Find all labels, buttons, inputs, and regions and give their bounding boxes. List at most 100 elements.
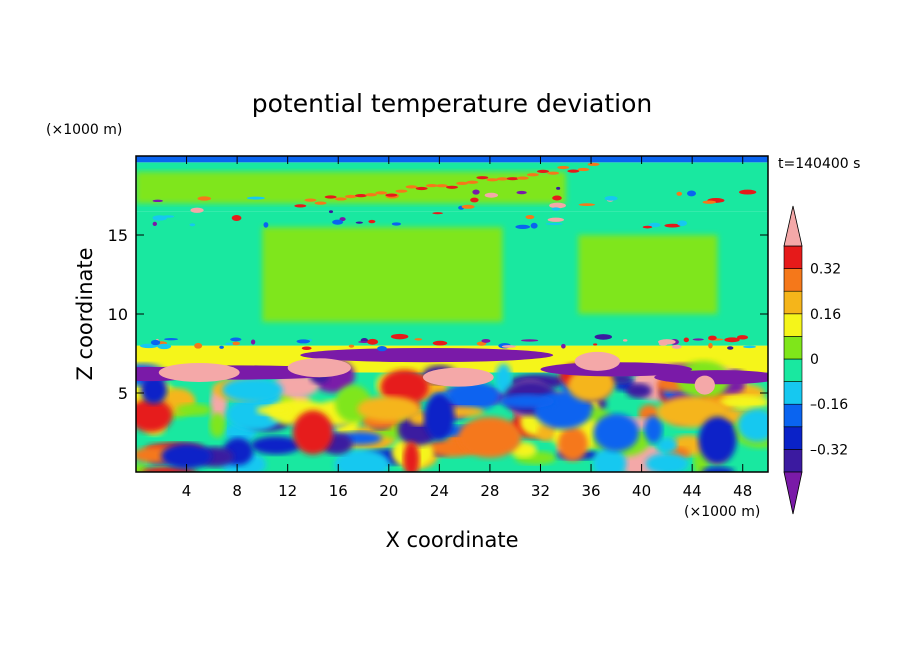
x-tick-label: 16 xyxy=(329,482,348,500)
field-blob xyxy=(328,210,334,214)
field-blob xyxy=(593,413,640,452)
field-blob xyxy=(164,338,178,341)
field-blob xyxy=(348,344,355,348)
colorbar-segment xyxy=(783,449,803,473)
field-blob xyxy=(246,196,265,200)
colorbar-segment xyxy=(783,403,803,428)
field-blob xyxy=(273,373,320,398)
field-blob xyxy=(256,405,292,416)
field-blob xyxy=(458,416,522,458)
field-blob xyxy=(367,338,379,345)
field-blob xyxy=(222,377,283,403)
field-blob xyxy=(484,192,499,198)
field-blob xyxy=(537,169,550,173)
colorbar-tick-label: –0.16 xyxy=(810,397,848,413)
field-blob xyxy=(537,423,555,442)
field-blob xyxy=(466,180,479,184)
field-blob xyxy=(447,381,500,411)
field-blob xyxy=(424,393,455,441)
field-blob xyxy=(358,340,370,343)
x-axis: 4 8 12 16 20 24 28 32 36 40 44 48 xyxy=(182,156,752,500)
field-blob xyxy=(701,466,735,472)
field-plot xyxy=(136,156,768,472)
field-blob xyxy=(355,221,363,224)
field-blob xyxy=(414,338,423,341)
colorbar-segment xyxy=(783,290,803,315)
x-tick-label: 4 xyxy=(182,482,192,500)
field-blob xyxy=(230,337,242,342)
field-blob xyxy=(551,207,561,211)
field-blob xyxy=(296,339,311,344)
colorbar-segment xyxy=(783,358,803,382)
x-tick-label: 12 xyxy=(278,482,297,500)
field-blob xyxy=(232,341,241,346)
colorbar-tick-label: –0.32 xyxy=(810,442,848,458)
field-blob xyxy=(161,443,212,469)
field-blob xyxy=(516,176,529,180)
field-blob xyxy=(380,369,429,405)
field-blob xyxy=(686,190,697,197)
field-blob xyxy=(486,178,499,182)
field-blob xyxy=(152,215,167,221)
field-blob xyxy=(739,189,757,195)
field-blob xyxy=(578,203,596,207)
field-blob xyxy=(677,220,687,227)
field-blob xyxy=(594,334,613,340)
field-blob xyxy=(567,368,615,402)
field-blob xyxy=(339,217,346,222)
field-blob xyxy=(140,375,167,404)
field-blob xyxy=(251,436,301,455)
field-blob xyxy=(377,346,387,352)
field-blob xyxy=(727,346,734,350)
field-blob xyxy=(304,198,317,202)
field-blob xyxy=(405,185,418,189)
field-blob xyxy=(671,344,682,349)
field-blob xyxy=(375,191,388,195)
x-tick-label: 32 xyxy=(531,482,550,500)
field-blob xyxy=(593,343,598,346)
field-blob xyxy=(157,343,172,350)
colorbar-segment xyxy=(783,313,803,337)
field-blob xyxy=(626,383,652,399)
colorbar-segment xyxy=(783,336,803,360)
field-blob xyxy=(495,363,512,395)
field-blob xyxy=(231,215,242,221)
colorbar-segment xyxy=(783,381,803,405)
field-blob xyxy=(324,195,337,199)
y-axis-label: Z coordinate xyxy=(73,247,97,380)
field-blob xyxy=(470,197,479,203)
field-blob xyxy=(547,217,565,222)
field-blob xyxy=(385,193,398,197)
field-blob xyxy=(645,452,689,472)
field-blob xyxy=(332,219,344,225)
field-blob xyxy=(140,343,158,349)
field-blob xyxy=(557,427,588,462)
x-tick-label: 8 xyxy=(232,482,242,500)
field-blob xyxy=(365,193,378,197)
field-blob xyxy=(446,185,458,189)
colorbar-segment xyxy=(783,426,803,450)
field-blob xyxy=(301,346,312,350)
colorbar-max-arrow xyxy=(783,205,803,247)
field-blob xyxy=(390,333,409,340)
field-blob xyxy=(587,162,600,166)
field-blob xyxy=(702,200,716,204)
x-tick-label: 40 xyxy=(632,482,651,500)
field-blob xyxy=(158,362,240,382)
field-blob xyxy=(225,342,234,346)
field-blob xyxy=(506,177,519,181)
lime-patch xyxy=(578,235,718,314)
field-blob xyxy=(136,398,173,433)
field-blob xyxy=(498,394,555,409)
field-blob xyxy=(175,403,212,417)
field-blob xyxy=(425,183,438,188)
field-blob xyxy=(432,340,448,346)
colorbar: 0.32 0.16 0 –0.16 –0.32 xyxy=(783,205,848,515)
field-blob xyxy=(432,212,444,215)
field-blob xyxy=(219,345,224,349)
field-blob xyxy=(354,193,367,198)
field-blob xyxy=(521,339,539,342)
field-blob xyxy=(476,176,489,180)
colorbar-segment xyxy=(783,268,803,292)
